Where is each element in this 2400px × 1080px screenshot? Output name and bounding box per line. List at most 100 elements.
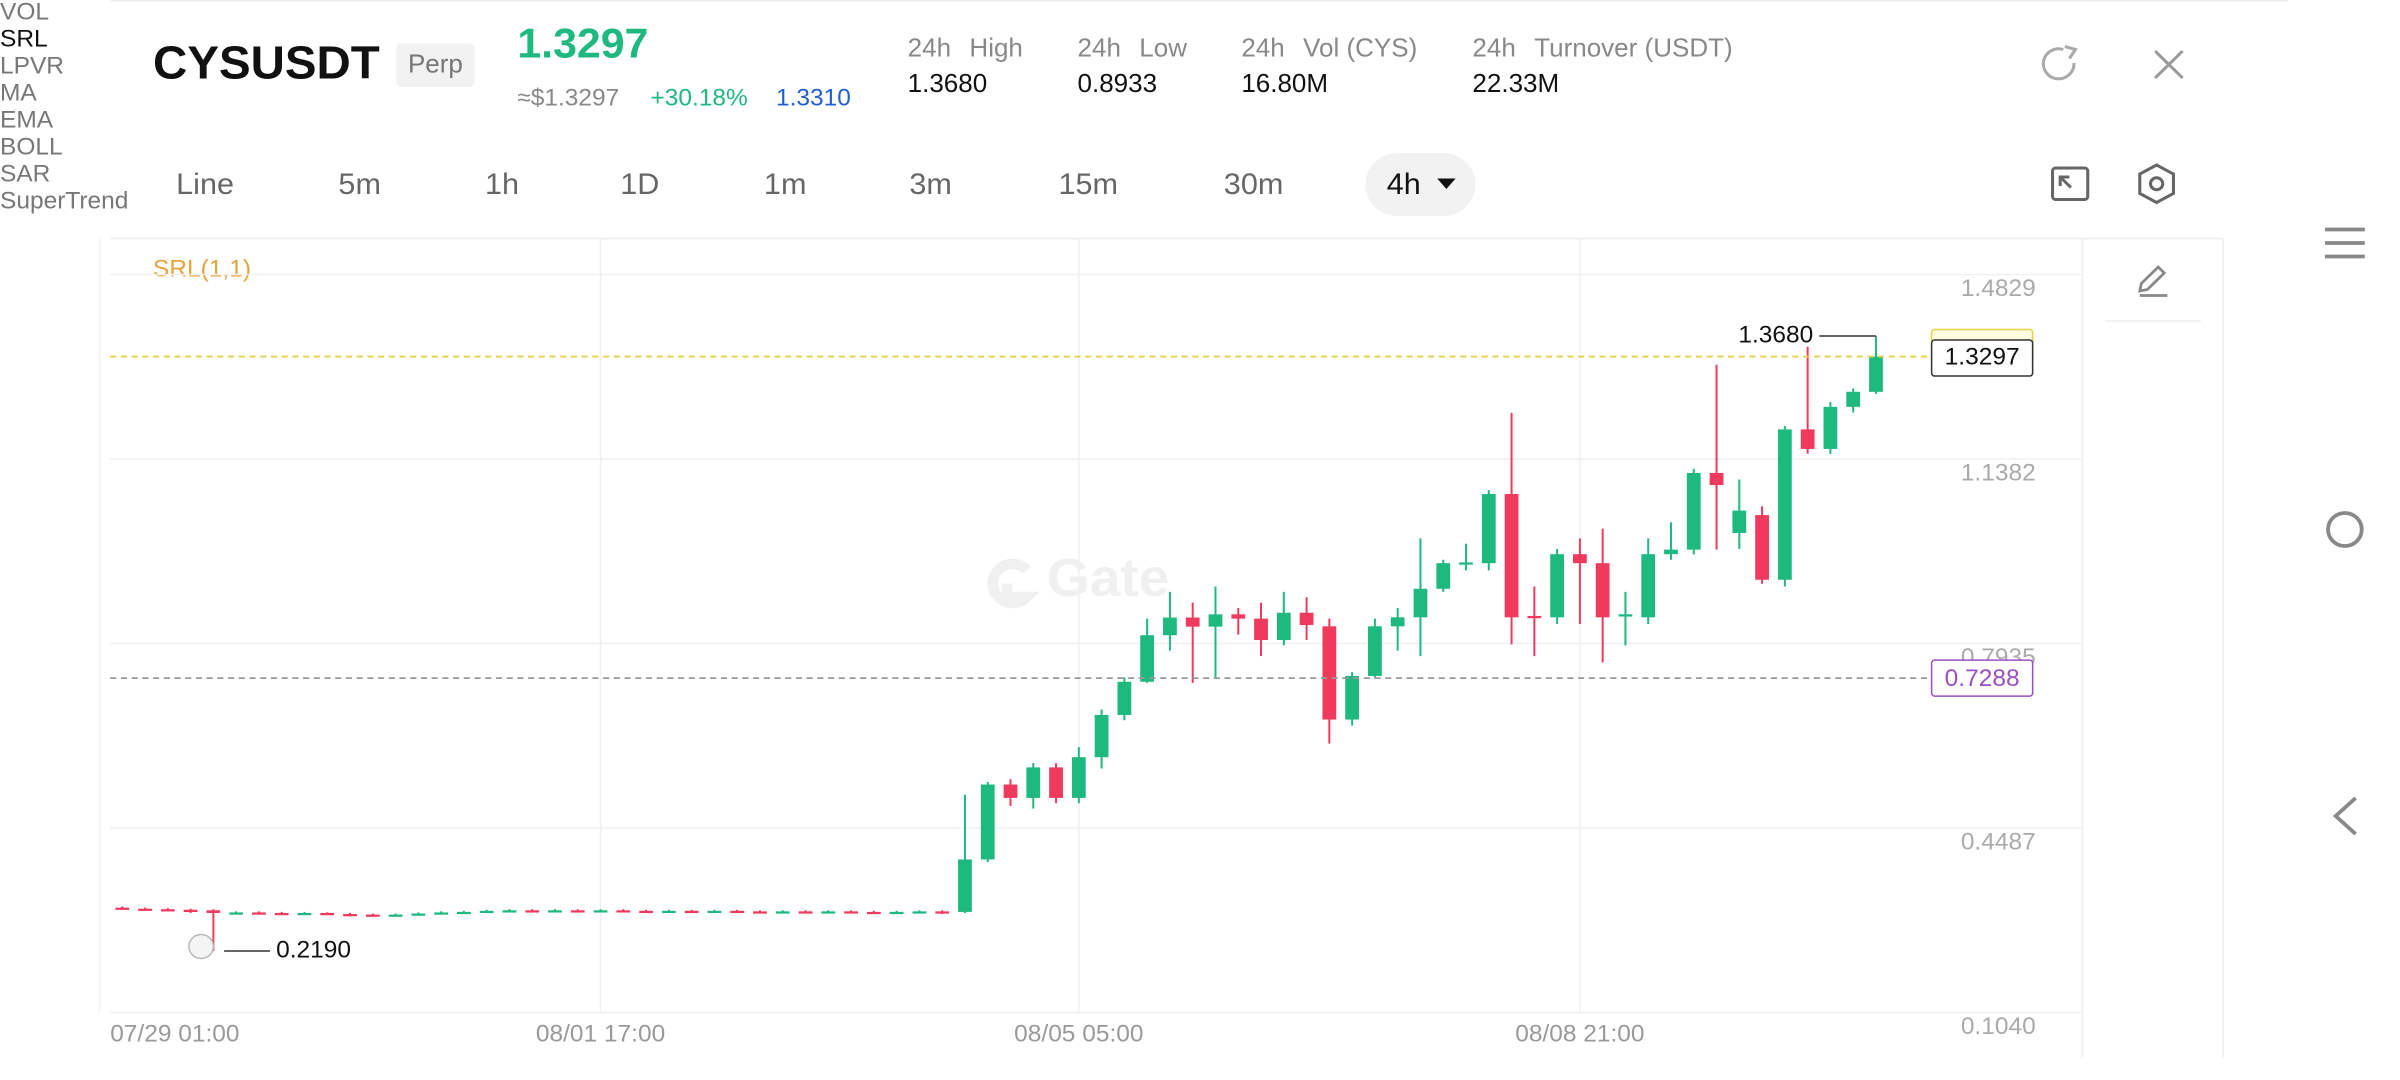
candle-body [1527,615,1542,619]
stat-value: 16.80M [1241,70,1328,98]
candle-body [980,784,995,860]
price-line-tag [1930,659,2034,697]
candle-body [297,912,312,916]
candle-body [1550,554,1564,618]
candle-body [1618,614,1633,617]
menu-icon[interactable] [2324,227,2365,259]
candle-body [343,914,357,917]
candle-body [1436,563,1451,589]
timeframe[interactable]: 30m [1224,168,1284,201]
candle-body [434,912,449,915]
low-marker-icon [188,933,215,960]
home-icon[interactable] [2326,511,2364,548]
active-timeframe-bg[interactable] [1365,153,1476,216]
candle-body [1664,549,1678,555]
candle-body [1231,614,1246,619]
candle-body [570,910,585,913]
y-tick-label: 1.1382 [1961,460,2036,487]
candle-body [160,909,175,912]
indicator[interactable]: SAR [0,162,51,188]
change: +30.18% [651,85,748,112]
candle-body [502,910,517,913]
candle-body [593,910,608,913]
indicator[interactable]: VOL [0,0,50,26]
stat-label: 24h Turnover (USDT) [1472,34,1732,62]
candle-body [1595,563,1610,618]
back-icon[interactable] [2332,796,2357,836]
stat-period: 24h [908,34,951,62]
candle-body [1777,429,1792,580]
timeframe[interactable]: 1D [620,168,659,201]
candle-body [1026,767,1041,798]
indicator-legend: SRL(1,1) [153,256,251,283]
candle-body [1140,635,1155,682]
fullscreen-icon[interactable] [2051,166,2090,201]
dropdown-arrow [1437,178,1456,189]
active-timeframe[interactable]: 4h [1387,168,1421,201]
indicator[interactable]: EMA [0,108,54,134]
candle-body [684,910,699,914]
timeframe[interactable]: 5m [338,168,381,201]
indicator[interactable]: SRL [0,27,48,53]
last-price-label: 1.3297 [1945,344,2020,371]
refresh-icon[interactable] [2041,45,2078,81]
candle-body [661,910,676,914]
candle-body [935,911,950,914]
candle-body [365,914,380,917]
candle-body [912,911,927,914]
candle-body [1823,406,1838,449]
last-price: 1.3297 [517,20,648,67]
symbol: CYSUSDT [153,36,380,88]
timeframe[interactable]: Line [176,168,234,201]
settings-icon[interactable] [2138,163,2175,205]
x-tick-label: 08/01 17:00 [536,1021,665,1048]
watermark: Gate [1047,548,1169,608]
timeframe[interactable]: 3m [909,168,952,201]
candle-body [889,911,904,915]
watermark-logo [987,558,1040,609]
x-tick-label: 08/05 05:00 [1014,1021,1143,1048]
indicator[interactable]: BOLL [0,135,63,161]
candle-body [1413,588,1428,618]
timeframe[interactable]: 1h [485,168,519,201]
stat-period: 24h [1241,34,1284,62]
candle-body [183,909,198,912]
candle-body [1163,617,1177,636]
candle-body [411,913,426,916]
candle-body [753,911,767,914]
candle-body [616,910,631,913]
y-tick-label: 1.4829 [1961,275,2036,302]
candle-body [1732,510,1747,533]
candle-body [320,912,335,916]
stat-period: 24h [1078,34,1121,62]
candle-body [1481,494,1496,564]
timeframe[interactable]: 15m [1058,168,1118,201]
candle-body [1755,515,1769,580]
stat-label: 24h Low [1078,34,1188,62]
pencil-icon[interactable] [2138,265,2168,297]
candle-body [229,912,244,915]
candle-body [206,910,221,913]
stat-name: High [969,34,1023,62]
candle-body [1049,767,1063,798]
low-marker-label: 0.2190 [276,937,351,964]
timeframe[interactable]: 1m [764,168,807,201]
close-icon[interactable] [2154,49,2184,80]
candle-body [1390,617,1405,627]
badge: Perp [408,51,463,79]
candle-body [252,912,266,915]
indicator[interactable]: MA [0,81,37,107]
candle-body [730,910,745,914]
candle-body [1003,784,1018,798]
candle-body [1368,626,1382,676]
high-marker-label: 1.3680 [1738,322,1813,349]
candle-body [1254,618,1268,641]
candle-body [844,911,858,914]
indicator[interactable]: LPVR [0,54,64,80]
candles [115,336,1883,951]
indicator[interactable]: SuperTrend [0,189,129,215]
candle-body [798,911,813,914]
candle-body [866,911,881,915]
